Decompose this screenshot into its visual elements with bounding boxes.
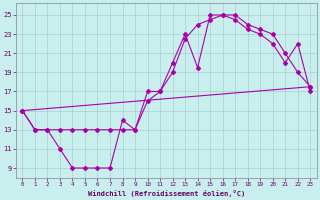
X-axis label: Windchill (Refroidissement éolien,°C): Windchill (Refroidissement éolien,°C) [88, 190, 245, 197]
